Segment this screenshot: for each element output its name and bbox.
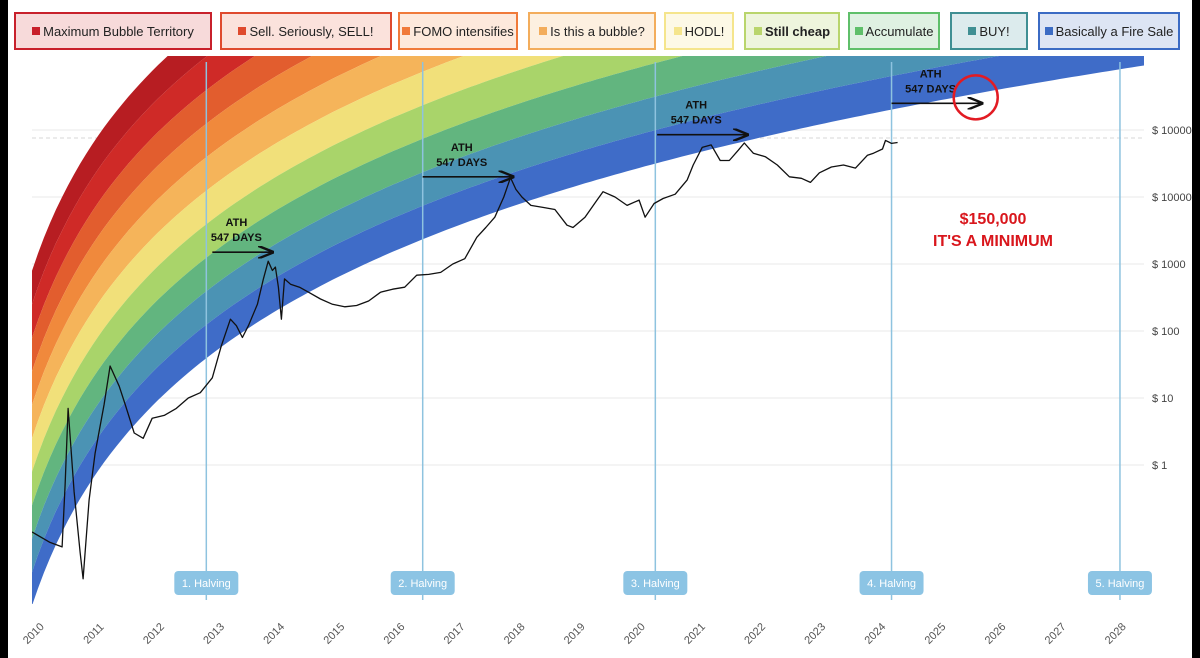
ath-annotations: ATH 547 DAYS ATH 547 DAYS ATH 547 DAYS ATH 547 …	[211, 68, 999, 252]
price-callout: $150,000 IT'S A MINIMUM	[933, 211, 1053, 250]
ath-days-label-4: 547 DAYS	[905, 83, 956, 95]
y-tick-label-4: $ 1000	[1152, 259, 1186, 271]
legend-item-9[interactable]: Basically a Fire Sale	[1038, 12, 1180, 50]
x-tick-label-15: 2024	[862, 621, 888, 647]
legend-item-1[interactable]: Maximum Bubble Territory	[14, 12, 212, 50]
x-tick-label-12: 2021	[682, 621, 708, 647]
legend-label: BUY!	[979, 23, 1010, 39]
y-tick-label-1: $ 1	[1152, 460, 1167, 472]
rainbow-bands	[32, 56, 1144, 604]
rainbow-chart: 1. Halving 2. Halving 3. Halving 4. Halving…	[21, 56, 1192, 647]
legend-label: Accumulate	[865, 23, 934, 39]
legend-label: Sell. Seriously, SELL!	[249, 23, 374, 39]
price-line-group	[32, 139, 898, 580]
rainbow-band-1	[32, 56, 1144, 604]
ath-label-4: ATH	[920, 68, 942, 80]
halving-label-1: 1. Halving	[182, 578, 231, 590]
legend-swatch	[1044, 27, 1053, 35]
x-tick-label-5: 2014	[261, 621, 287, 647]
legend-item-6[interactable]: Still cheap	[744, 12, 840, 50]
legend-swatch	[238, 27, 247, 35]
legend-item-8[interactable]: BUY!	[950, 12, 1028, 50]
halving-badge-1	[174, 571, 239, 595]
ath-days-label-3: 547 DAYS	[671, 115, 722, 127]
y-tick-label-2: $ 10	[1152, 393, 1173, 405]
ath-days-label-1: 547 DAYS	[211, 232, 262, 244]
rainbow-band-6	[32, 56, 464, 439]
legend-swatch	[402, 27, 411, 35]
x-tick-label-18: 2027	[1043, 621, 1069, 647]
halving-badge-2	[390, 571, 455, 595]
target-circle	[952, 74, 999, 121]
callout-line1: $150,000	[960, 211, 1027, 228]
legend-item-5[interactable]: HODL!	[664, 12, 734, 50]
x-tick-label-11: 2020	[622, 621, 648, 647]
legend-swatch	[673, 27, 682, 35]
legend-label: Basically a Fire Sale	[1055, 23, 1174, 39]
ath-label-1: ATH	[225, 217, 247, 229]
halving-label-3: 3. Halving	[631, 578, 680, 590]
x-tick-label-9: 2018	[502, 621, 528, 647]
x-tick-label-16: 2025	[923, 621, 949, 647]
halving-badge-5	[1087, 571, 1152, 595]
legend-swatch	[539, 27, 548, 35]
rainbow-band-3	[32, 56, 827, 539]
x-tick-label-17: 2026	[983, 621, 1009, 647]
x-tick-label-13: 2022	[742, 621, 768, 647]
price-line	[32, 139, 898, 580]
x-tick-label-4: 2013	[201, 621, 227, 647]
y-tick-label-6: $ 100000	[1152, 125, 1192, 137]
x-axis: 2010 2011 2012 2013 2014 2015 2016 2017 2018 2019…	[21, 621, 1129, 647]
legend: Maximum Bubble Territory Sell. Seriously,…	[14, 12, 1184, 54]
ath-days-label-2: 547 DAYS	[436, 157, 487, 169]
legend-item-2[interactable]: Sell. Seriously, SELL!	[220, 12, 392, 50]
legend-label: Is this a bubble?	[550, 23, 645, 39]
rainbow-band-5	[32, 56, 563, 472]
y-axis: $ 1 $ 10 $ 100 $ 1000 $ 10000 $ 100000	[1152, 125, 1192, 472]
legend-swatch	[854, 27, 863, 35]
x-tick-label-7: 2016	[382, 621, 408, 647]
rainbow-band-8	[32, 56, 313, 372]
halving-label-5: 5. Halving	[1095, 578, 1144, 590]
chart-frame: 1. Halving 2. Halving 3. Halving 4. Halving…	[8, 0, 1192, 658]
legend-item-7[interactable]: Accumulate	[848, 12, 940, 50]
halving-label-4: 4. Halving	[867, 578, 916, 590]
ath-label-2: ATH	[451, 142, 473, 154]
rainbow-band-4	[32, 56, 683, 506]
x-tick-label-2: 2011	[81, 621, 106, 646]
halving-badge-4	[859, 571, 924, 595]
x-tick-label-8: 2017	[442, 621, 468, 647]
legend-label: Still cheap	[764, 23, 831, 39]
legend-item-3[interactable]: FOMO intensifies	[398, 12, 518, 50]
halving-badge-3	[623, 571, 688, 595]
halving-lines: 1. Halving 2. Halving 3. Halving 4. Halving…	[174, 62, 1152, 600]
halving-label-2: 2. Halving	[398, 578, 447, 590]
legend-swatch	[753, 27, 762, 35]
legend-label: FOMO intensifies	[413, 23, 514, 39]
y-tick-label-3: $ 100	[1152, 326, 1180, 338]
x-tick-label-14: 2023	[802, 621, 828, 647]
legend-label: Maximum Bubble Territory	[43, 23, 194, 39]
legend-swatch	[968, 27, 977, 35]
legend-item-4[interactable]: Is this a bubble?	[528, 12, 656, 50]
legend-label: HODL!	[684, 23, 725, 39]
y-tick-label-5: $ 10000	[1152, 192, 1192, 204]
x-tick-label-3: 2012	[141, 621, 167, 647]
ath-label-3: ATH	[685, 100, 707, 112]
x-tick-label-19: 2028	[1103, 621, 1129, 647]
x-tick-label-10: 2019	[562, 621, 588, 647]
rainbow-band-2	[32, 56, 1000, 573]
x-tick-label-1: 2010	[21, 621, 47, 647]
x-tick-label-6: 2015	[322, 621, 348, 647]
legend-swatch	[32, 27, 41, 35]
callout-line2: IT'S A MINIMUM	[933, 233, 1053, 250]
